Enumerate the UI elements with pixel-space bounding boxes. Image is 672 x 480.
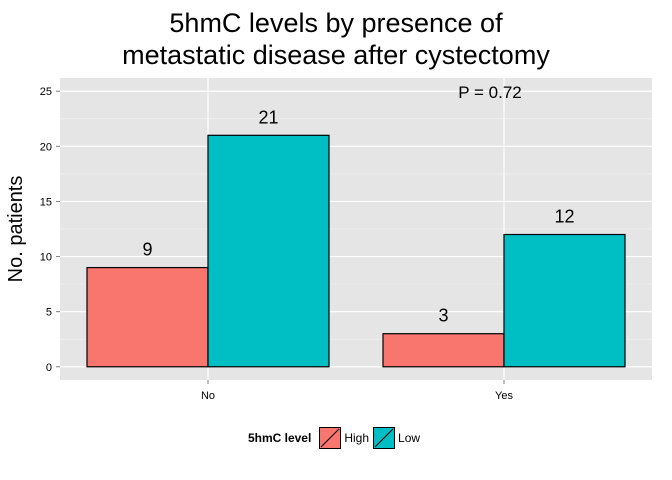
data-label: 3 bbox=[438, 306, 448, 326]
legend-key-high bbox=[319, 427, 342, 449]
bar-high-no bbox=[86, 266, 209, 368]
y-axis-title: No. patients bbox=[5, 176, 27, 283]
legend-title: 5hmC level bbox=[247, 431, 312, 445]
y-tick-label: 20 bbox=[40, 141, 52, 153]
legend: 5hmC level High Low bbox=[0, 427, 672, 449]
y-tick-label: 15 bbox=[40, 196, 52, 208]
data-label: 21 bbox=[258, 107, 278, 127]
legend-item-low: Low bbox=[373, 427, 420, 449]
y-tick-label: 0 bbox=[46, 362, 52, 374]
bar-high-yes bbox=[382, 333, 505, 368]
p-value-annotation: P = 0.72 bbox=[458, 83, 522, 102]
data-label: 9 bbox=[142, 240, 152, 260]
legend-key-low bbox=[373, 427, 396, 449]
data-label: 12 bbox=[554, 207, 574, 227]
y-tick-label: 10 bbox=[40, 252, 52, 264]
x-tick-label: Yes bbox=[495, 390, 513, 402]
bar-low-yes bbox=[503, 233, 626, 368]
bar-chart: 0 5 10 15 20 25 No 9 21 Yes 3 12 P = 0.72 No. patient… bbox=[5, 78, 652, 402]
legend-label-high: High bbox=[344, 431, 370, 445]
bar-low-no bbox=[207, 134, 330, 368]
y-tick-label: 5 bbox=[46, 307, 52, 319]
legend-item-high: High bbox=[319, 427, 369, 449]
chart-title-line-1: 5hmC levels by presence of bbox=[169, 8, 503, 38]
y-tick-label: 25 bbox=[40, 86, 52, 98]
legend-label-low: Low bbox=[398, 431, 421, 445]
chart-title-line-2: metastatic disease after cystectomy bbox=[122, 40, 550, 70]
x-tick-label: No bbox=[201, 390, 215, 402]
